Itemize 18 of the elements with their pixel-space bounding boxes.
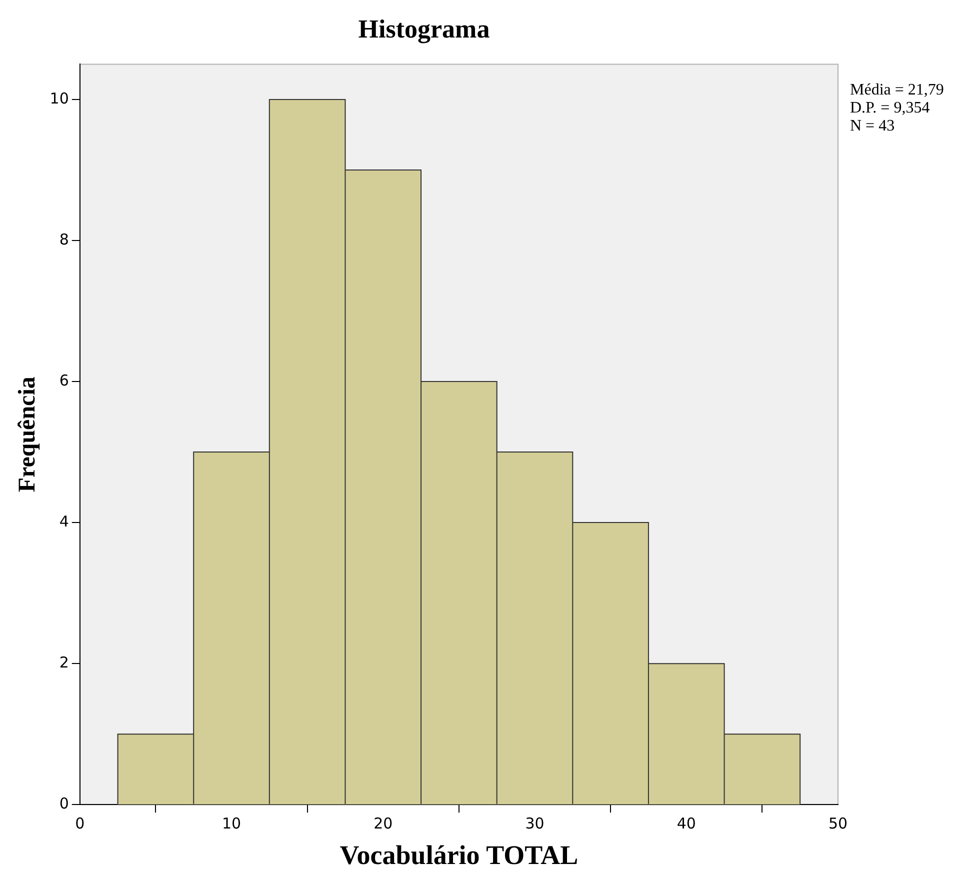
y-tick-label: 2 [59, 653, 69, 672]
x-tick-label: 30 [525, 814, 544, 832]
x-tick-label: 40 [676, 814, 696, 832]
x-tick-label: 20 [374, 814, 393, 832]
y-tick-label: 4 [59, 512, 69, 530]
x-tick-label: 50 [828, 814, 848, 832]
text: D.P. = 9,354 [850, 99, 930, 116]
x-tick-label: 10 [222, 814, 242, 832]
y-tick-label: 6 [59, 371, 69, 390]
y-tick-label: 8 [59, 230, 69, 248]
x-tick-label: 0 [75, 814, 85, 832]
chart-title: Histograma [358, 14, 490, 44]
x-axis-title: Vocabulário TOTAL [340, 840, 578, 870]
y-tick-label: 0 [59, 794, 69, 812]
text: Média = 21,79 [850, 81, 944, 98]
y-axis-title: Frequência [14, 376, 41, 492]
y-tick-label: 10 [50, 89, 69, 108]
text: N = 43 [850, 117, 895, 134]
